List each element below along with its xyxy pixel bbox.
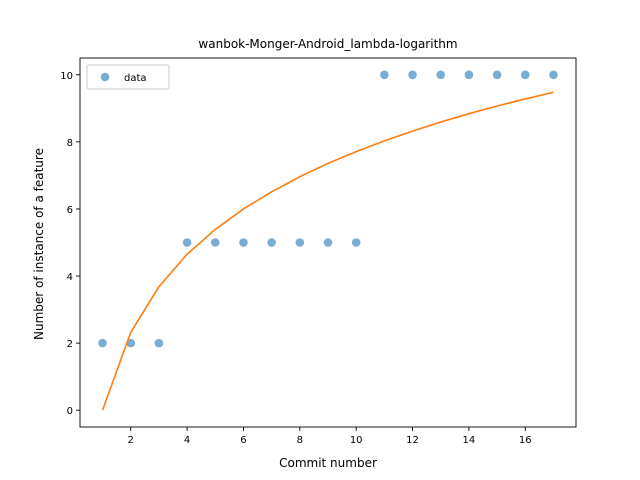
y-tick-label: 4 bbox=[67, 272, 73, 283]
legend-box bbox=[86, 64, 170, 90]
plot-area bbox=[98, 70, 558, 411]
legend-marker bbox=[100, 72, 110, 82]
legend: data bbox=[86, 64, 170, 90]
x-tick-label: 14 bbox=[463, 435, 476, 446]
chart-title: wanbok-Monger-Android_lambda-logarithm bbox=[198, 37, 457, 51]
data-point bbox=[549, 70, 558, 80]
x-tick-label: 16 bbox=[519, 435, 532, 446]
x-tick-label: 12 bbox=[406, 435, 419, 446]
data-point bbox=[98, 338, 107, 348]
data-point bbox=[520, 70, 530, 80]
data-point bbox=[295, 238, 305, 247]
data-point bbox=[436, 70, 446, 80]
data-point bbox=[380, 70, 389, 80]
fit-line bbox=[101, 91, 554, 411]
axes-frame bbox=[79, 57, 577, 428]
data-point bbox=[492, 70, 502, 80]
y-tick-label: 10 bbox=[60, 71, 73, 82]
x-tick-label: 2 bbox=[128, 435, 134, 446]
x-tick-label: 10 bbox=[350, 435, 363, 446]
legend-label: data bbox=[124, 73, 147, 84]
data-point bbox=[323, 238, 333, 247]
data-point bbox=[267, 238, 276, 247]
x-tick-label: 8 bbox=[297, 435, 303, 446]
data-point bbox=[239, 238, 248, 247]
y-tick-label: 6 bbox=[67, 205, 73, 216]
y-tick-label: 8 bbox=[67, 138, 73, 149]
data-point bbox=[351, 238, 361, 247]
data-point bbox=[154, 338, 164, 348]
data-point bbox=[126, 338, 136, 348]
data-point bbox=[182, 238, 192, 247]
x-axis-label: Commit number bbox=[279, 456, 377, 470]
data-point bbox=[210, 238, 220, 247]
y-tick-label: 0 bbox=[67, 406, 73, 417]
y-axis-label: Number of instance of a feature bbox=[32, 148, 46, 340]
data-point bbox=[408, 70, 417, 80]
data-point bbox=[464, 70, 474, 80]
y-tick-label: 2 bbox=[67, 339, 73, 350]
x-tick-label: 4 bbox=[184, 435, 190, 446]
x-tick-label: 6 bbox=[240, 435, 246, 446]
axes: 2 4 6 8 10 12 14 16 0 2 4 6 8 10 bbox=[60, 57, 577, 446]
